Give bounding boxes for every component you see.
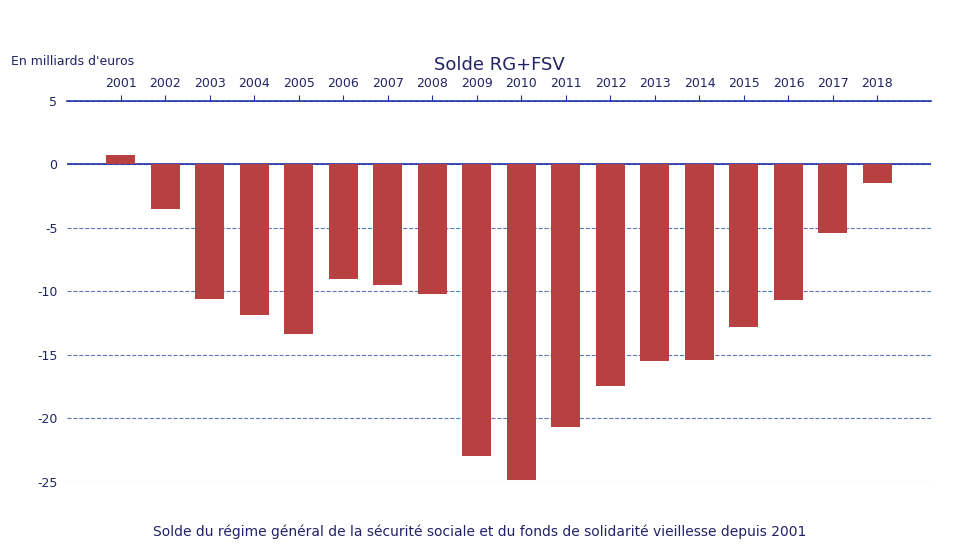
Bar (551, 164, 581, 427)
Bar (685, 164, 714, 360)
Text: En milliards d'euros: En milliards d'euros (12, 55, 134, 68)
Bar (819, 164, 848, 233)
Bar (730, 164, 758, 326)
Bar (284, 164, 313, 334)
Bar (240, 164, 269, 315)
Bar (329, 164, 358, 278)
Bar (418, 164, 447, 294)
Title: Solde RG+FSV: Solde RG+FSV (434, 56, 564, 74)
Bar (463, 164, 492, 456)
Bar (774, 164, 803, 300)
Bar (107, 155, 135, 164)
Bar (596, 164, 625, 386)
Bar (507, 164, 536, 480)
Bar (373, 164, 402, 285)
Bar (196, 164, 225, 299)
Bar (863, 164, 892, 183)
Text: Solde du régime général de la sécurité sociale et du fonds de solidarité vieille: Solde du régime général de la sécurité s… (154, 525, 806, 539)
Bar (151, 164, 180, 209)
Bar (640, 164, 669, 361)
